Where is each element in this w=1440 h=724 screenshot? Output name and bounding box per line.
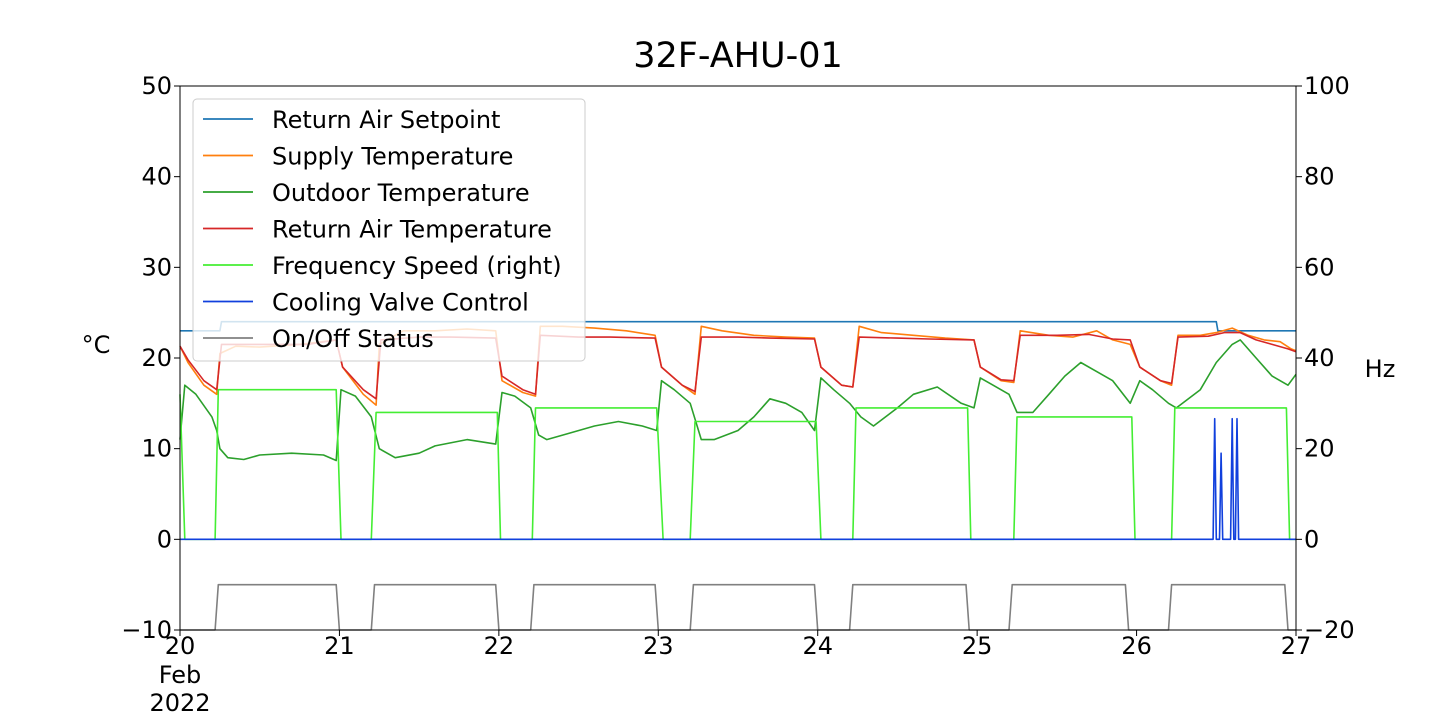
y-axis-left-label: °C <box>82 331 111 359</box>
y-right-tick-label: 60 <box>1304 253 1335 281</box>
y-left-tick-label: 30 <box>141 253 172 281</box>
x-tick-label: 21 <box>324 632 355 660</box>
y-left-tick-label: 40 <box>141 163 172 191</box>
x-tick-label: 24 <box>802 632 833 660</box>
legend-label: Frequency Speed (right) <box>272 252 562 280</box>
x-tick-label: 23 <box>643 632 674 660</box>
y-left-tick-label: −10 <box>121 616 172 644</box>
legend-label: On/Off Status <box>272 325 434 353</box>
legend-label: Cooling Valve Control <box>272 289 529 317</box>
legend: Return Air Setpoint Supply Temperature Out… <box>192 98 586 362</box>
y-right-tick-label: 80 <box>1304 163 1335 191</box>
x-sublabel-year: 2022 <box>149 689 210 717</box>
y-right-tick-label: 40 <box>1304 344 1335 372</box>
y-left-tick-label: 50 <box>141 72 172 100</box>
x-tick-label: 25 <box>962 632 993 660</box>
legend-label: Return Air Temperature <box>272 216 552 244</box>
legend-label: Supply Temperature <box>272 143 513 171</box>
ticks-layer: 20 21 22 23 24 25 26 27 −10 0 10 20 30 40 50 −20 0 20 40 60… <box>121 72 1354 660</box>
y-left-tick-label: 0 <box>157 525 172 553</box>
y-left-tick-label: 20 <box>141 344 172 372</box>
series-layer <box>179 320 1297 631</box>
series-line-2 <box>179 339 1297 462</box>
series-line-5 <box>180 417 1296 541</box>
y-right-tick-label: 100 <box>1304 72 1350 100</box>
x-tick-label: 22 <box>484 632 515 660</box>
legend-label: Return Air Setpoint <box>272 106 500 134</box>
y-right-tick-label: 20 <box>1304 435 1335 463</box>
y-left-tick-label: 10 <box>141 435 172 463</box>
series-line-4 <box>179 388 1296 541</box>
y-right-tick-label: 0 <box>1304 525 1319 553</box>
legend-box <box>192 98 586 362</box>
x-tick-label: 26 <box>1121 632 1152 660</box>
series-line-6 <box>180 583 1296 631</box>
series-line-3 <box>179 331 1297 400</box>
x-tick-label: 27 <box>1281 632 1312 660</box>
y-axis-right-label: Hz <box>1365 355 1396 383</box>
x-tick-label: 20 <box>165 632 196 660</box>
chart-title: 32F-AHU-01 <box>633 36 843 76</box>
legend-label: Outdoor Temperature <box>272 179 530 207</box>
y-right-tick-label: −20 <box>1304 616 1355 644</box>
x-sublabel-month: Feb <box>159 661 202 689</box>
